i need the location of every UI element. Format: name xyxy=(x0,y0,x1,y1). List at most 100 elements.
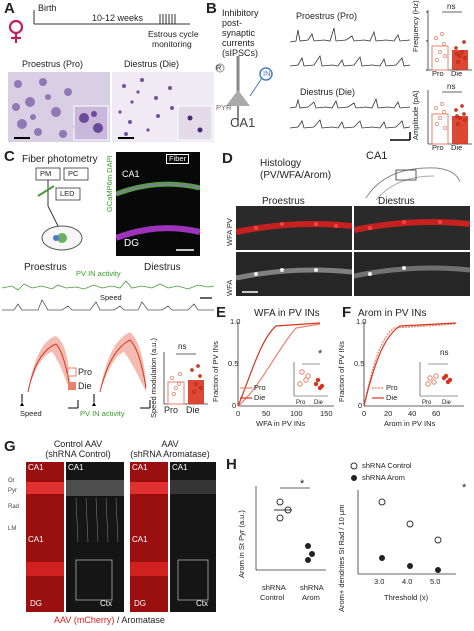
sipsc-traces xyxy=(290,27,411,141)
h-thr-3: 3.0 xyxy=(374,577,385,586)
g-ca1-4: CA1 xyxy=(172,463,188,472)
f-ytick-top: 1.0 xyxy=(356,317,367,326)
e-star: * xyxy=(318,348,323,360)
f-xlabel: Arom in PV INs xyxy=(384,419,436,428)
speed-label: Speed xyxy=(100,293,122,302)
h-star: * xyxy=(300,478,305,490)
e-inset-pro: Pro xyxy=(296,400,306,406)
amp-x-die: Die xyxy=(451,143,463,152)
h-dot-plot xyxy=(255,486,326,571)
f-ytick-mid: 0.5 xyxy=(354,359,365,368)
h-thr-5: 5.0 xyxy=(430,577,441,586)
monitoring-label: monitoring xyxy=(152,39,192,49)
e-title: WFA in PV INs xyxy=(254,308,320,319)
hippocampus-schematic xyxy=(365,167,461,201)
sipsc-title-line: synaptic xyxy=(222,28,256,38)
g-ca1-6: CA1 xyxy=(132,535,148,544)
diestrus-smear-label: Diestrus (Die) xyxy=(124,59,180,69)
h-ylabel: Arom in St Pyr (a.u.) xyxy=(237,510,246,578)
freq-x-die: Die xyxy=(451,69,463,78)
amp-bar-die xyxy=(452,116,468,144)
row1-label: WFA PV xyxy=(225,218,234,246)
g-ca1-2: CA1 xyxy=(68,463,84,472)
amp-bar-plot: 40 20 0 xyxy=(427,90,472,145)
f-inset-die: Die xyxy=(442,400,452,406)
f-legend-lines xyxy=(372,387,384,399)
neuron-schematic xyxy=(215,56,273,126)
h-x2: shRNA xyxy=(300,583,324,592)
f-legend-pro: Pro xyxy=(386,383,398,392)
row2-label: WFA xyxy=(225,279,234,296)
proestrus-smear-image xyxy=(8,72,110,142)
panel-g-label: G xyxy=(4,438,16,455)
control-title: Control AAV xyxy=(53,439,103,449)
g-layer-rad: Rad xyxy=(8,504,20,510)
d-die-pv-image xyxy=(354,206,470,250)
mod-ylabel: Speed modulation (a.u.) xyxy=(149,337,158,418)
e-xtick-150: 150 xyxy=(320,409,333,418)
f-xtick-20: 20 xyxy=(384,409,393,418)
pyr-label: PYR xyxy=(216,103,232,112)
speed-modulation-traces xyxy=(20,332,151,409)
sipsc-title-line: post- xyxy=(222,18,243,28)
h-xlabel2: Threshold (x) xyxy=(384,593,429,602)
e-inset-die: Die xyxy=(314,400,324,406)
row1-text: WFA PV xyxy=(225,218,234,246)
panel-a-label: A xyxy=(4,0,15,17)
pv-x-label: PV IN activity xyxy=(80,409,125,418)
c-proestrus-label: Proestrus xyxy=(24,262,67,273)
c-diestrus-label: Diestrus xyxy=(144,262,181,273)
f-xtick-60: 60 xyxy=(432,409,441,418)
panel-b-label: B xyxy=(206,0,217,17)
panel-a-timeline xyxy=(8,10,190,43)
d-die-wfa-image xyxy=(354,252,470,296)
e-xlabel: WFA in PV INs xyxy=(256,419,306,428)
arom-sub: (shRNA Aromatase) xyxy=(130,449,210,459)
f-ylabel: Fraction of PV INs xyxy=(337,341,346,402)
panel-h-label: H xyxy=(226,456,237,473)
h-x1b: Control xyxy=(260,593,285,602)
freq-bar-pro xyxy=(431,45,449,71)
e-cdf-plot xyxy=(237,322,334,407)
h-x2b: Arom xyxy=(302,593,320,602)
g-ca1-1: CA1 xyxy=(28,463,44,472)
freq-bar-plot: 20 10 0 xyxy=(426,10,472,71)
ca1-label-b: CA1 xyxy=(230,115,256,130)
d-diestrus-label: Diestrus xyxy=(378,196,415,207)
d-proestrus-label: Proestrus xyxy=(262,196,305,207)
r-label: R xyxy=(216,63,222,72)
h-thr-4: 4.0 xyxy=(402,577,413,586)
led-label: LED xyxy=(60,189,75,198)
gcamp-stain-label: GCaMP6m DAPI xyxy=(105,155,114,212)
d-pro-pv-image xyxy=(236,206,352,250)
mod-x-pro: Pro xyxy=(164,405,179,415)
e-legend-pro: Pro xyxy=(254,383,266,392)
diestrus-smear-image xyxy=(112,72,214,142)
arom-aromatase-image xyxy=(170,462,216,612)
f-ytick-bot: 0 xyxy=(358,401,363,410)
e-xtick-50: 50 xyxy=(262,409,271,418)
dg-label-c: DG xyxy=(124,238,139,249)
h-legend-arom: shRNA Arom xyxy=(362,473,405,482)
weeks-label: 10-12 weeks xyxy=(92,13,144,23)
f-inset-pro: Pro xyxy=(422,400,432,406)
e-ytick-top: 1.0 xyxy=(230,317,241,326)
sipsc-title: Inhibitory post- synaptic currents (sIPS… xyxy=(222,8,280,58)
diestrus-trace-label: Diestrus (Die) xyxy=(300,87,356,97)
gcamp-histology-image xyxy=(116,152,200,256)
h-ylabel2: Arom+ dendrites St Rad / 10 μm xyxy=(337,504,346,613)
e-ytick-mid: 0.5 xyxy=(228,359,239,368)
mod-x-die: Die xyxy=(186,405,200,415)
control-aromatase-image xyxy=(66,462,124,612)
legend-swatches xyxy=(67,367,77,390)
panel-f-label: F xyxy=(342,304,352,321)
freq-ylabel: Frequency (Hz) xyxy=(411,0,420,52)
g-layer-lm: LM xyxy=(8,526,17,532)
freq-ns: ns xyxy=(447,2,456,11)
g-ca1-5: CA1 xyxy=(28,535,44,544)
h-threshold-plot xyxy=(357,490,456,575)
arom-title: AAV xyxy=(161,439,179,449)
speed-mod-bar-plot xyxy=(163,352,208,405)
fiber-label: Fiber xyxy=(166,154,190,165)
birth-label: Birth xyxy=(38,3,57,13)
